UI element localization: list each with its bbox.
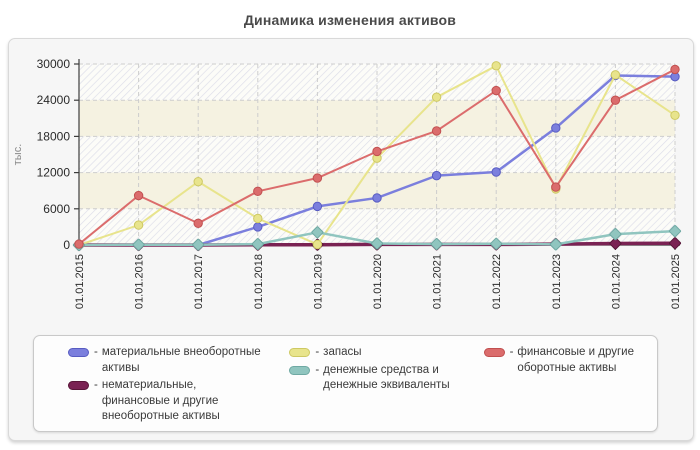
- svg-text:01.01.2020: 01.01.2020: [372, 254, 384, 309]
- chart-panel: 0 6000 12000 18000 24000 30000 01.01.2015 01.01…: [8, 38, 694, 441]
- svg-text:01.01.2015: 01.01.2015: [74, 254, 86, 309]
- legend-column-3: - финансовые и другие оборотные активы: [483, 345, 647, 425]
- legend-label: запасы: [323, 346, 362, 358]
- legend-dash: -: [509, 346, 514, 358]
- svg-text:тыс.: тыс.: [12, 144, 24, 166]
- svg-text:01.01.2022: 01.01.2022: [491, 254, 503, 309]
- legend-swatch-cash-equivalents: [289, 365, 311, 375]
- legend-column-1: - материальные внеоборотные активы - нем…: [68, 345, 289, 425]
- svg-text:24000: 24000: [37, 93, 71, 107]
- svg-text:01.01.2016: 01.01.2016: [134, 254, 146, 309]
- svg-text:01.01.2018: 01.01.2018: [253, 254, 265, 309]
- legend-swatch-material-noncurrent-assets: [68, 348, 89, 357]
- legend-item-inventories: - запасы: [289, 345, 483, 361]
- legend-label: нематериальные, финансовые и другие внео…: [101, 379, 220, 423]
- legend-swatch-financial-current-assets: [483, 348, 505, 357]
- legend-label: финансовые и другие оборотные активы: [517, 346, 635, 374]
- line-chart: 0 6000 12000 18000 24000 30000 01.01.2015 01.01…: [12, 57, 682, 309]
- chart-title: Динамика изменения активов: [243, 12, 457, 28]
- legend-item-material-noncurrent-assets: - материальные внеоборотные активы: [68, 345, 289, 376]
- legend-dash: -: [94, 379, 98, 392]
- legend-swatch-intangible-noncurrent-assets: [68, 381, 89, 391]
- legend-label: денежные средства и денежные эквиваленты: [323, 363, 450, 392]
- legend-dash: -: [94, 346, 98, 358]
- svg-text:01.01.2021: 01.01.2021: [432, 254, 444, 309]
- legend-label: материальные внеоборотные активы: [101, 346, 261, 374]
- svg-text:01.01.2025: 01.01.2025: [670, 254, 682, 309]
- svg-text:0: 0: [63, 238, 70, 252]
- svg-text:01.01.2024: 01.01.2024: [610, 254, 622, 309]
- legend-item-intangible-noncurrent-assets: - нематериальные, финансовые и другие вн…: [68, 378, 289, 425]
- svg-text:30000: 30000: [37, 57, 71, 71]
- svg-text:12000: 12000: [37, 166, 71, 180]
- svg-text:01.01.2023: 01.01.2023: [551, 254, 563, 309]
- legend: - материальные внеоборотные активы - нем…: [33, 335, 658, 432]
- legend-column-2: - запасы - денежные средства и денежные …: [289, 345, 483, 425]
- svg-text:18000: 18000: [37, 129, 71, 143]
- legend-dash: -: [315, 363, 320, 376]
- svg-text:01.01.2017: 01.01.2017: [193, 254, 205, 309]
- svg-text:01.01.2019: 01.01.2019: [312, 254, 324, 309]
- legend-swatch-inventories: [289, 348, 311, 357]
- legend-item-cash-equivalents: - денежные средства и денежные эквивален…: [289, 363, 483, 394]
- svg-text:6000: 6000: [43, 202, 70, 216]
- legend-dash: -: [315, 346, 320, 358]
- legend-item-financial-current-assets: - финансовые и другие оборотные активы: [483, 345, 647, 376]
